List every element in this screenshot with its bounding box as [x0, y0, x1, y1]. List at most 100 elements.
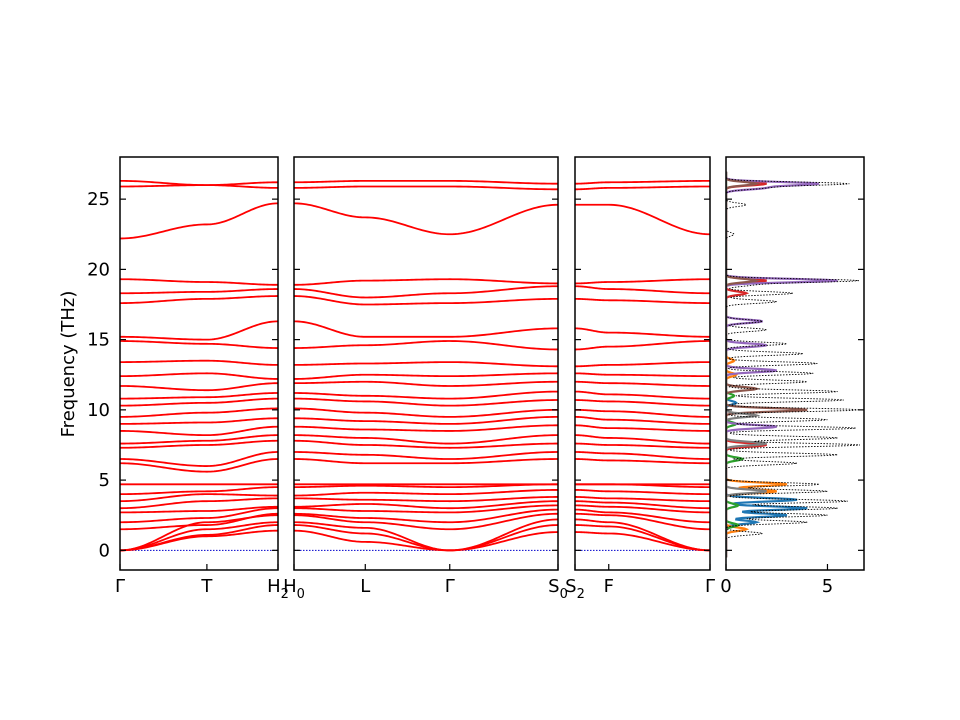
band-7 [293, 500, 559, 510]
band-17 [120, 417, 278, 425]
band-19 [120, 397, 279, 407]
band-2 [575, 524, 711, 552]
band-panel-1: 0 5 10 15 20 25 Γ T H2 [87, 156, 289, 602]
k-point-label: H0 [283, 576, 305, 602]
band-29 [575, 203, 711, 236]
k-point-label: S2 [565, 576, 585, 602]
band-7 [120, 505, 278, 514]
band-5 [120, 512, 279, 531]
pdos-series-4 [726, 171, 767, 558]
band-8 [294, 496, 559, 503]
dos-frame [725, 156, 865, 571]
band-18 [119, 407, 279, 418]
band-4 [293, 512, 559, 531]
band-15 [120, 434, 279, 445]
band-17 [294, 415, 559, 425]
y-tick-label: 10 [87, 400, 110, 421]
band-3 [575, 518, 711, 552]
dos-x-tick-label: 0 [720, 576, 731, 597]
band-17 [574, 415, 710, 425]
band-13 [294, 451, 559, 460]
y-tick-label: 5 [99, 470, 110, 491]
band-2 [119, 524, 279, 552]
band-5 [293, 508, 559, 524]
k-point-label: Γ [445, 576, 455, 597]
y-tick-label: 0 [99, 540, 110, 561]
band-3 [293, 518, 559, 552]
k-point-label: S0 [548, 576, 568, 602]
band-16 [293, 424, 559, 432]
k-point-label: T [200, 576, 213, 597]
panel-frame [574, 156, 711, 571]
band-26 [293, 295, 559, 306]
band-5 [575, 508, 711, 524]
y-tick-label: 15 [87, 330, 110, 351]
band-25 [293, 320, 559, 338]
band-21 [575, 380, 711, 387]
band-25 [574, 327, 711, 338]
band-8 [575, 496, 711, 503]
pdos-series-7 [726, 171, 767, 558]
band-6 [294, 504, 559, 514]
panel-frame [119, 156, 279, 571]
band-22 [120, 372, 279, 380]
band-25 [120, 320, 279, 341]
band-22 [574, 372, 710, 378]
band-3 [119, 521, 279, 552]
k-point-label: F [604, 576, 614, 597]
band-28 [294, 278, 559, 286]
band-26 [119, 295, 279, 304]
k-point-label: L [360, 576, 370, 597]
band-16 [575, 424, 711, 432]
band-14 [575, 442, 711, 449]
band-15 [293, 434, 559, 445]
band-9 [293, 489, 559, 497]
pdos-series-3 [726, 171, 745, 558]
band-10 [120, 486, 279, 496]
band-1 [575, 531, 711, 552]
band-27 [293, 285, 559, 299]
band-28 [119, 278, 278, 286]
band-13 [119, 451, 279, 467]
band-30 [294, 185, 558, 191]
band-19 [574, 399, 710, 407]
k-point-label: Γ [705, 576, 715, 597]
band-6 [119, 507, 279, 524]
band-21 [293, 380, 559, 387]
band-6 [575, 504, 710, 514]
band-18 [575, 408, 711, 418]
band-29 [119, 202, 279, 240]
band-7 [575, 500, 711, 510]
band-27 [575, 285, 710, 295]
band-18 [293, 407, 559, 418]
band-27 [120, 288, 278, 295]
band-10 [294, 483, 558, 489]
band-23 [575, 361, 710, 368]
band-9 [119, 493, 278, 503]
band-31 [119, 179, 278, 187]
band-20 [120, 392, 279, 400]
y-tick-label: 20 [87, 259, 110, 280]
band-8 [119, 497, 278, 510]
band-9 [575, 489, 710, 496]
dos-x-tick-label: 5 [822, 576, 833, 597]
band-31 [575, 179, 710, 185]
band-29 [293, 202, 559, 236]
band-panel-3: S2 F Γ [565, 156, 715, 602]
band-26 [575, 297, 711, 304]
y-tick-label: 25 [87, 189, 110, 210]
panel-frame [293, 156, 559, 571]
band-20 [294, 390, 559, 400]
k-point-label: H2 [267, 576, 289, 602]
band-2 [293, 524, 559, 552]
band-30 [575, 185, 710, 191]
band-28 [575, 278, 711, 285]
total-dos-curve [726, 171, 860, 558]
band-15 [574, 434, 711, 445]
k-point-label: Γ [115, 576, 125, 597]
band-16 [119, 425, 279, 437]
band-24 [119, 340, 279, 349]
band-13 [575, 451, 710, 460]
band-31 [293, 179, 558, 185]
